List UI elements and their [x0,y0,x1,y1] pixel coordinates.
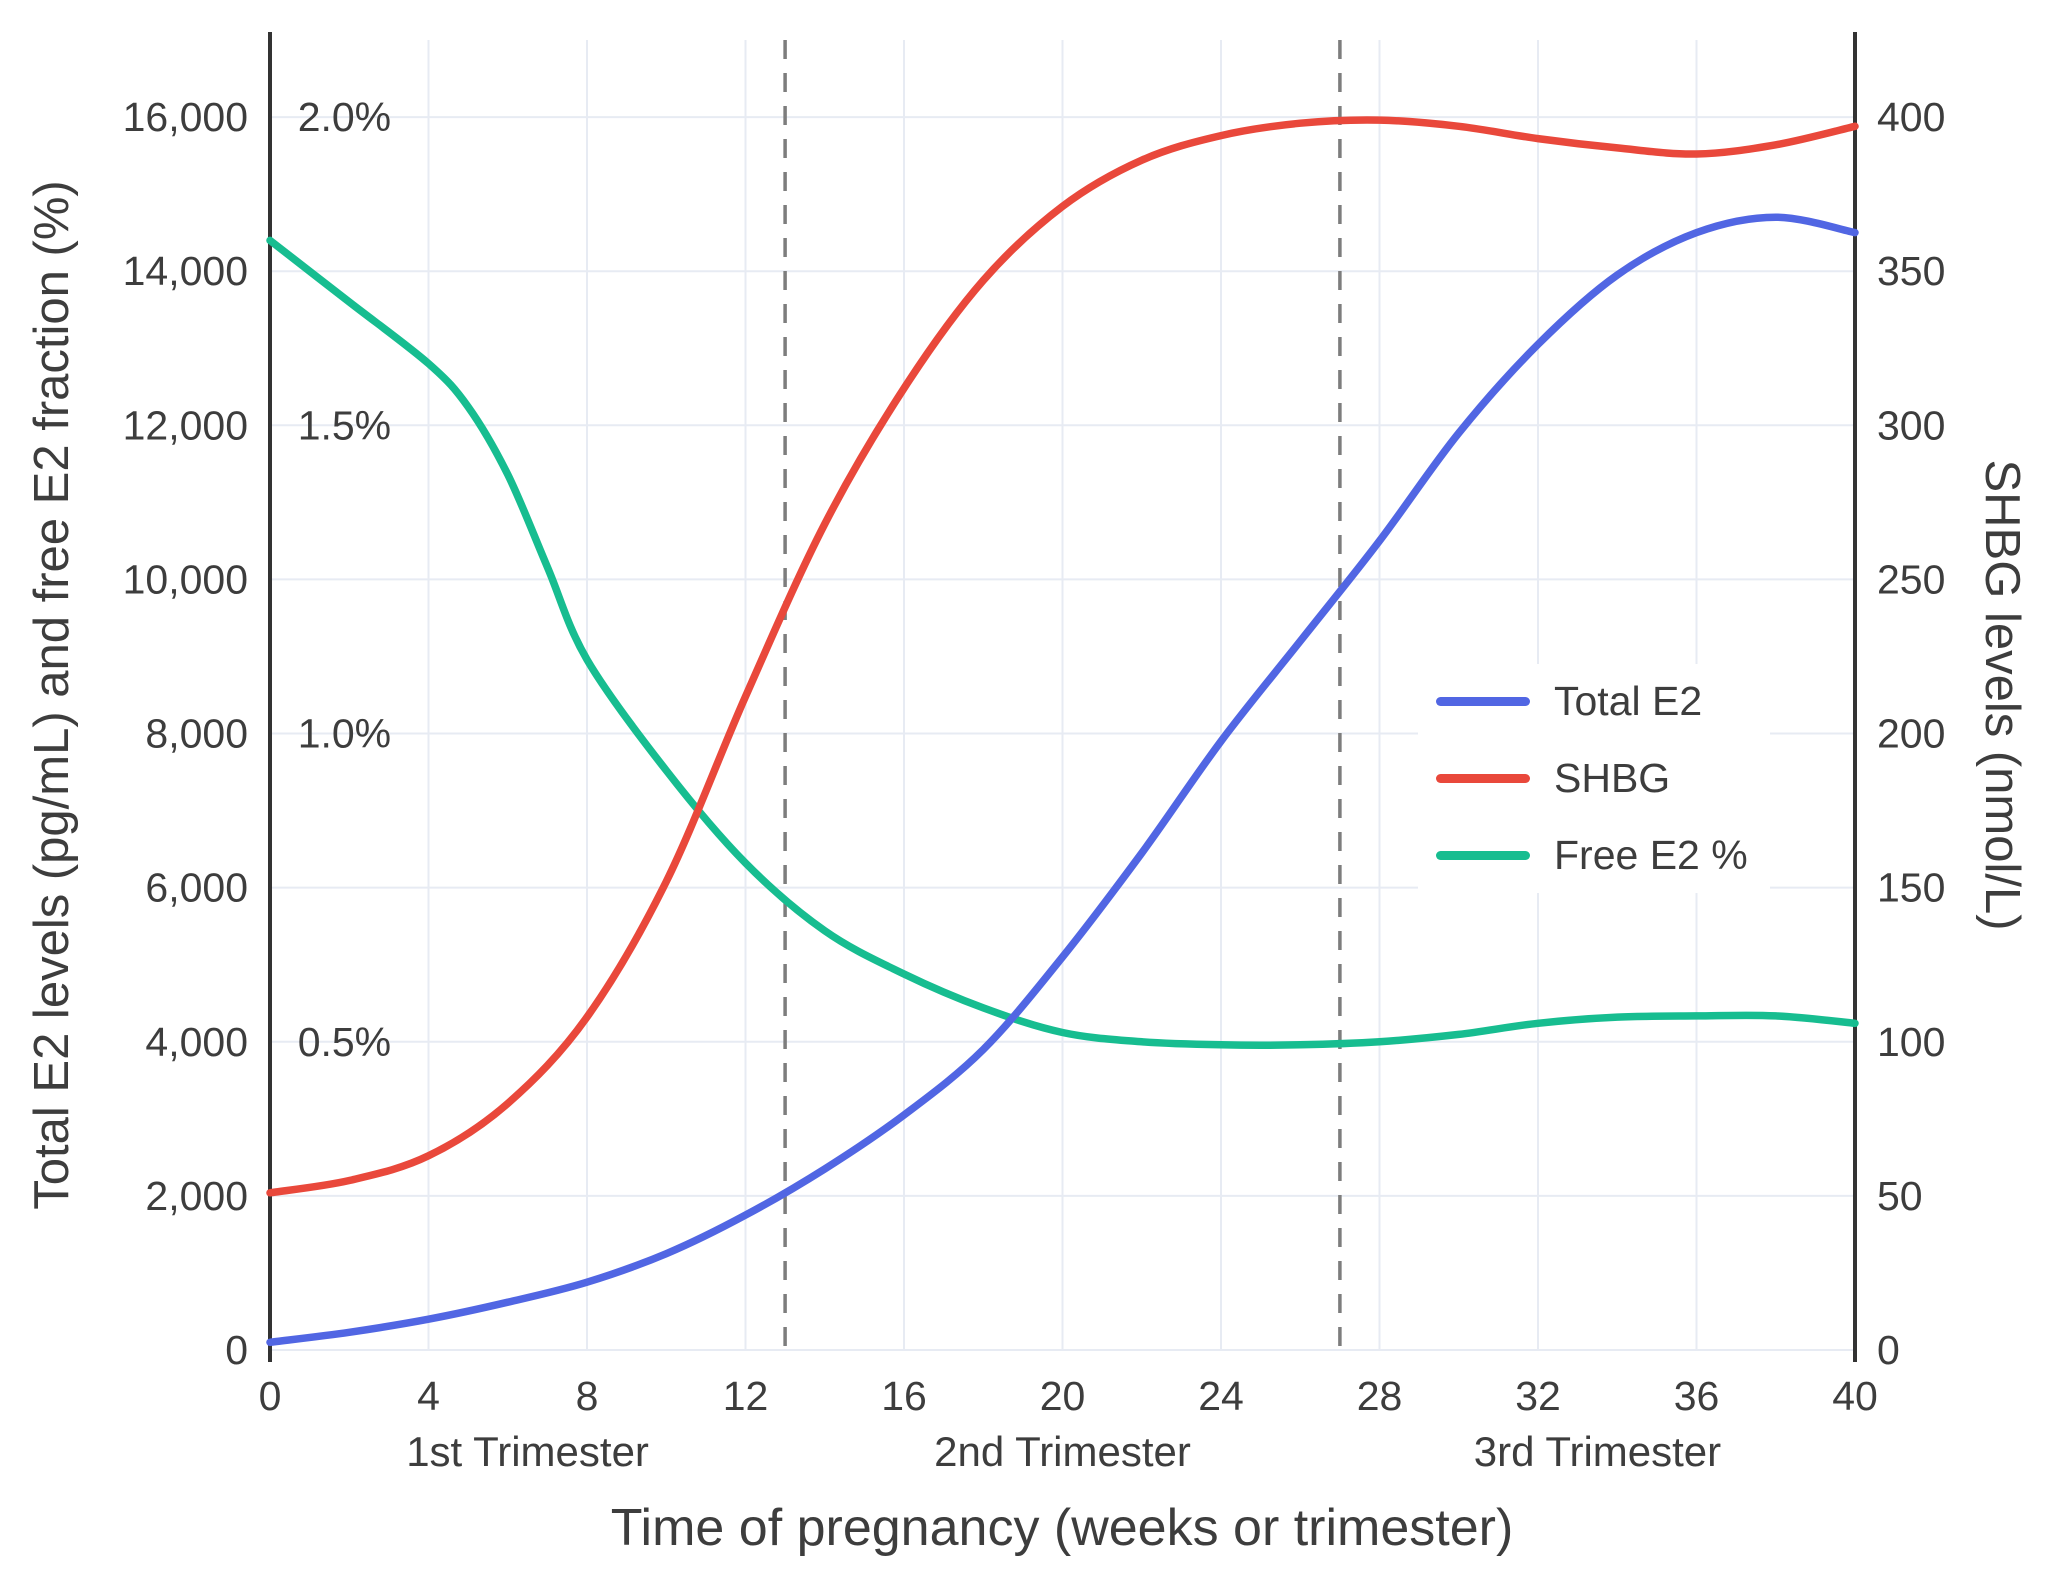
svg-text:6,000: 6,000 [145,865,248,911]
svg-text:0.5%: 0.5% [298,1019,391,1065]
svg-text:40: 40 [1832,1373,1878,1419]
svg-text:4: 4 [417,1373,440,1419]
legend-entry-free-e2[interactable]: Free E2 % [1436,832,1748,879]
svg-text:350: 350 [1877,248,1945,294]
trimester-label-1: 1st Trimester [406,1428,649,1475]
svg-text:8: 8 [576,1373,599,1419]
trimester-label-2: 2nd Trimester [934,1428,1191,1475]
x-axis-title: Time of pregnancy (weeks or trimester) [610,1499,1514,1557]
svg-text:32: 32 [1515,1373,1561,1419]
svg-text:100: 100 [1877,1019,1945,1065]
svg-text:8,000: 8,000 [145,711,248,757]
legend-label: Total E2 [1554,678,1703,724]
trimester-label-3: 3rd Trimester [1473,1428,1722,1475]
legend: Total E2 SHBG Free E2 % [1418,664,1770,893]
free-e2-line-swatch [1436,851,1530,860]
left-axis-title: Total E2 levels (pg/mL) and free E2 frac… [25,180,79,1210]
svg-text:24: 24 [1198,1373,1244,1419]
svg-text:28: 28 [1357,1373,1403,1419]
shbg-line-swatch [1436,774,1530,783]
svg-text:300: 300 [1877,402,1945,448]
svg-text:1.5%: 1.5% [298,402,391,448]
legend-entry-shbg[interactable]: SHBG [1436,755,1748,802]
svg-text:50: 50 [1877,1173,1923,1219]
legend-label: Free E2 % [1554,832,1748,878]
svg-text:150: 150 [1877,865,1945,911]
svg-text:0: 0 [1877,1327,1900,1373]
svg-text:0: 0 [225,1327,248,1373]
svg-text:0: 0 [259,1373,282,1419]
svg-text:12: 12 [723,1373,769,1419]
right-axis-title: SHBG levels (nmol/L) [1975,459,2029,931]
svg-text:400: 400 [1877,94,1945,140]
svg-text:14,000: 14,000 [123,248,248,294]
legend-entry-total-e2[interactable]: Total E2 [1436,678,1748,725]
total-e2-line-swatch [1436,697,1530,706]
svg-text:12,000: 12,000 [123,402,248,448]
svg-text:1.0%: 1.0% [298,711,391,757]
svg-text:10,000: 10,000 [123,556,248,602]
svg-text:36: 36 [1674,1373,1720,1419]
legend-label: SHBG [1554,755,1671,801]
svg-text:2.0%: 2.0% [298,94,391,140]
svg-text:2,000: 2,000 [145,1173,248,1219]
svg-text:250: 250 [1877,556,1945,602]
svg-text:4,000: 4,000 [145,1019,248,1065]
svg-text:20: 20 [1040,1373,1086,1419]
svg-text:200: 200 [1877,711,1945,757]
svg-text:16: 16 [881,1373,927,1419]
svg-text:16,000: 16,000 [123,94,248,140]
